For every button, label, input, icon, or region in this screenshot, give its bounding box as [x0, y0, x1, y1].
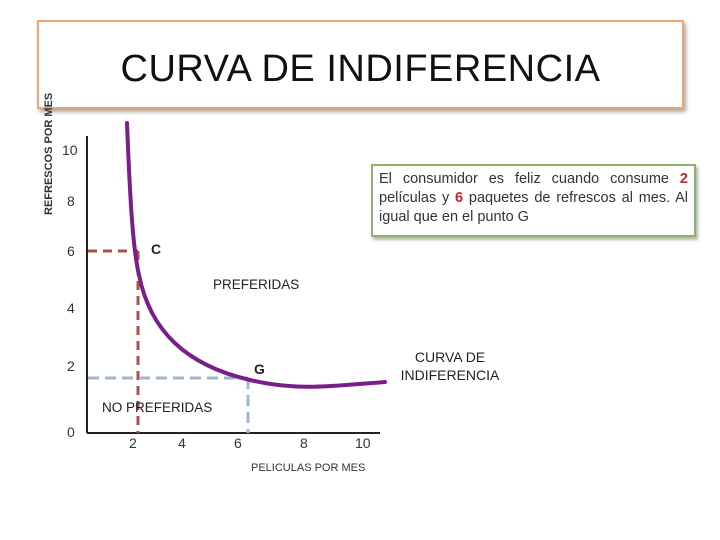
x-tick-6: 6	[234, 435, 242, 451]
title-box: CURVA DE INDIFERENCIA	[37, 20, 684, 109]
y-tick-10: 10	[62, 142, 78, 158]
indifference-curve	[125, 121, 387, 389]
y-tick-0: 0	[67, 424, 75, 440]
y-tick-8: 8	[67, 193, 75, 209]
note-highlight-2: 2	[679, 171, 688, 187]
x-axis-label: PELICULAS POR MES	[251, 462, 366, 474]
note-text-2: películas y	[379, 190, 456, 206]
point-g-label: G	[254, 361, 265, 377]
y-tick-4: 4	[67, 300, 75, 316]
curve-name-line-2: INDIFERENCIA	[400, 367, 500, 383]
y-tick-6: 6	[67, 243, 75, 259]
explanation-note: El consumidor es feliz cuando consume 2 …	[371, 164, 696, 237]
curve-name-line-1: CURVA DE	[414, 349, 486, 365]
x-tick-4: 4	[178, 435, 186, 451]
note-highlight-6: 6	[455, 190, 464, 206]
note-text-1: El consumidor es feliz cuando consume	[379, 171, 680, 187]
curve-name-label: CURVA DE INDIFERENCIA	[386, 348, 514, 384]
y-tick-2: 2	[67, 358, 75, 374]
x-tick-10: 10	[355, 435, 371, 451]
page-title: CURVA DE INDIFERENCIA	[120, 48, 601, 90]
preferidas-label: PREFERIDAS	[213, 277, 300, 292]
x-tick-2: 2	[129, 435, 137, 451]
point-c-label: C	[151, 241, 162, 257]
note-text-3: paquetes de refrescos al mes. Al igual q…	[379, 190, 688, 225]
x-tick-8: 8	[300, 435, 308, 451]
no-preferidas-label: NO PREFERIDAS	[102, 400, 213, 415]
